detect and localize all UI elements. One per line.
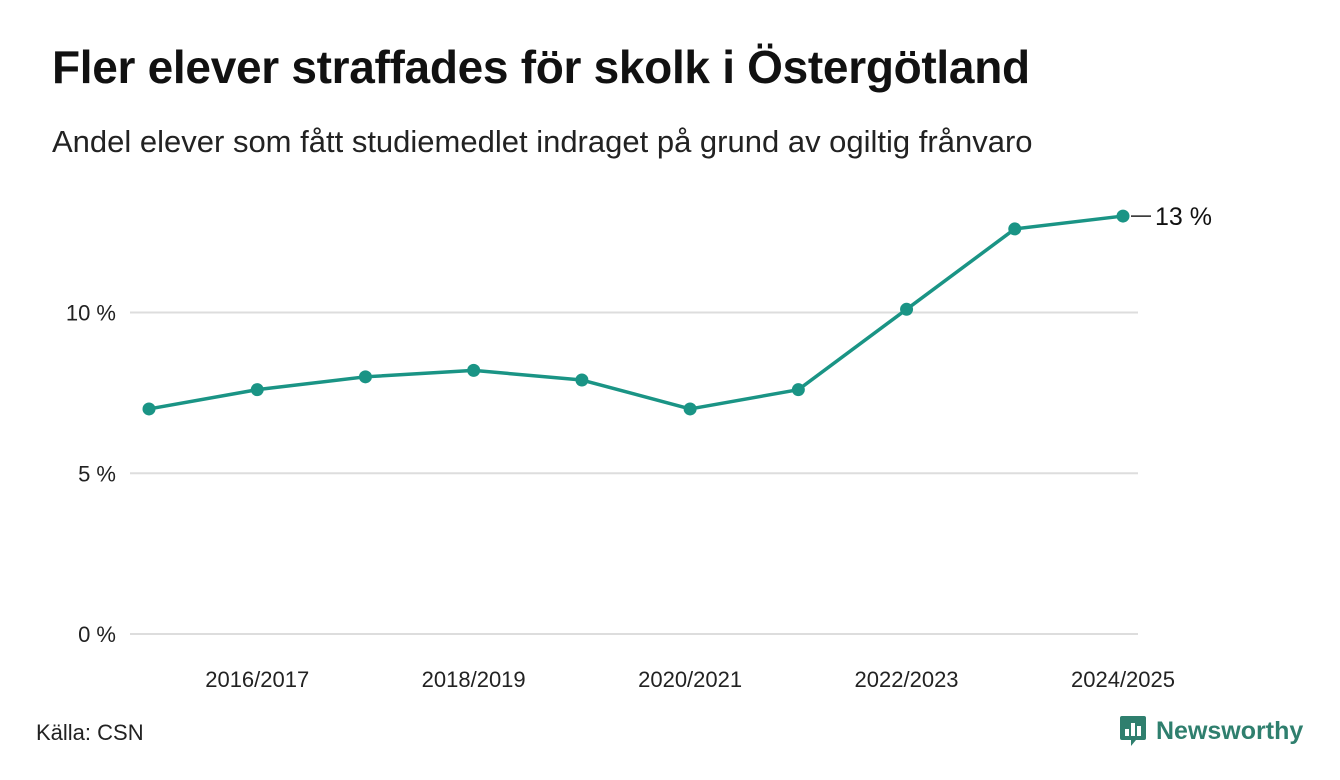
data-point — [142, 402, 156, 416]
end-value-label: 13 % — [1155, 203, 1212, 231]
y-tick-label: 0 % — [78, 622, 116, 647]
chart-title: Fler elever straffades för skolk i Öster… — [52, 41, 1030, 93]
y-tick-label: 5 % — [78, 461, 116, 486]
data-point — [791, 383, 805, 397]
data-point — [575, 373, 589, 387]
x-tick-label: 2018/2019 — [422, 667, 526, 692]
newsworthy-logo-icon — [1120, 716, 1146, 746]
x-tick-label: 2024/2025 — [1071, 667, 1175, 692]
brand: Newsworthy — [1118, 714, 1303, 748]
chart-subtitle: Andel elever som fått studiemedlet indra… — [52, 124, 1033, 159]
brand-name: Newsworthy — [1156, 716, 1304, 745]
data-point — [467, 363, 481, 377]
data-point — [358, 370, 372, 384]
data-point — [1008, 222, 1022, 236]
data-point — [250, 383, 264, 397]
data-point — [1116, 209, 1130, 223]
data-point — [683, 402, 697, 416]
series-line — [147, 214, 1125, 411]
data-point — [900, 302, 914, 316]
x-tick-label: 2016/2017 — [205, 667, 309, 692]
source-note: Källa: CSN — [36, 720, 144, 745]
x-tick-label: 2022/2023 — [855, 667, 959, 692]
y-tick-label: 10 % — [66, 301, 116, 326]
x-tick-label: 2020/2021 — [638, 667, 742, 692]
